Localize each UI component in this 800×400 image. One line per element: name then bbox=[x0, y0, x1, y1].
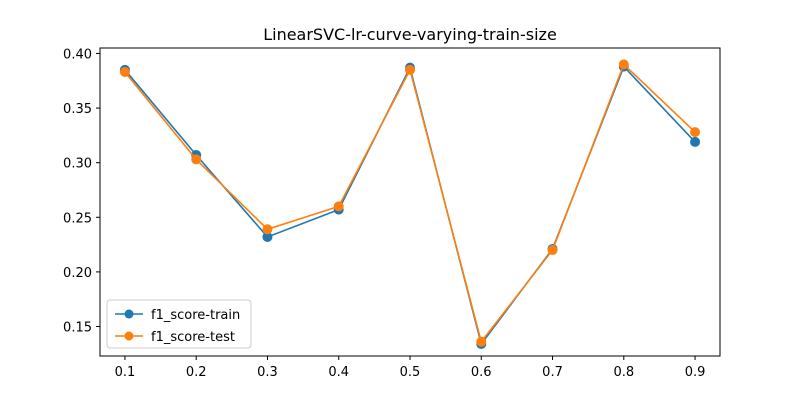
legend: f1_score-train f1_score-test bbox=[106, 299, 252, 349]
x-tick-label: 0.1 bbox=[115, 365, 136, 380]
y-tick-label: 0.25 bbox=[63, 211, 92, 226]
legend-label: f1_score-train bbox=[151, 308, 240, 323]
x-tick-label: 0.5 bbox=[400, 365, 421, 380]
data-point-series-2 bbox=[618, 59, 629, 70]
y-tick-label: 0.15 bbox=[63, 321, 92, 336]
x-tick-label: 0.3 bbox=[257, 365, 278, 380]
data-point-series-2 bbox=[547, 245, 558, 256]
data-point-series-2 bbox=[476, 336, 487, 347]
series-layer bbox=[119, 59, 701, 349]
data-point-series-2 bbox=[191, 154, 202, 165]
x-tick-label: 0.7 bbox=[542, 365, 563, 380]
legend-marker bbox=[124, 331, 134, 341]
data-point-series-2 bbox=[333, 201, 344, 212]
data-point-series-2 bbox=[262, 224, 273, 235]
data-point-series-2 bbox=[405, 64, 415, 75]
x-tick-label: 0.9 bbox=[685, 365, 706, 380]
legend-marker bbox=[124, 309, 134, 319]
y-tick-label: 0.20 bbox=[63, 266, 92, 281]
x-tick-label: 0.6 bbox=[471, 365, 492, 380]
x-tick-label: 0.4 bbox=[328, 365, 349, 380]
y-tick-label: 0.35 bbox=[63, 102, 92, 117]
x-tick-label: 0.2 bbox=[186, 365, 207, 380]
chart-title: LinearSVC-lr-curve-varying-train-size bbox=[263, 25, 557, 44]
x-tick-label: 0.8 bbox=[613, 365, 634, 380]
legend-label: f1_score-test bbox=[151, 330, 235, 345]
data-point-series-2 bbox=[119, 67, 130, 78]
y-tick-label: 0.40 bbox=[63, 47, 92, 62]
x-axis: 0.1 0.2 0.3 0.4 0.5 0.6 0.7 0.8 0.9 bbox=[115, 356, 706, 380]
data-point-series-2 bbox=[690, 127, 701, 138]
y-tick-label: 0.30 bbox=[63, 157, 92, 172]
y-axis: 0.15 0.20 0.25 0.30 0.35 0.40 bbox=[63, 47, 100, 336]
data-point-series-1 bbox=[690, 136, 701, 147]
